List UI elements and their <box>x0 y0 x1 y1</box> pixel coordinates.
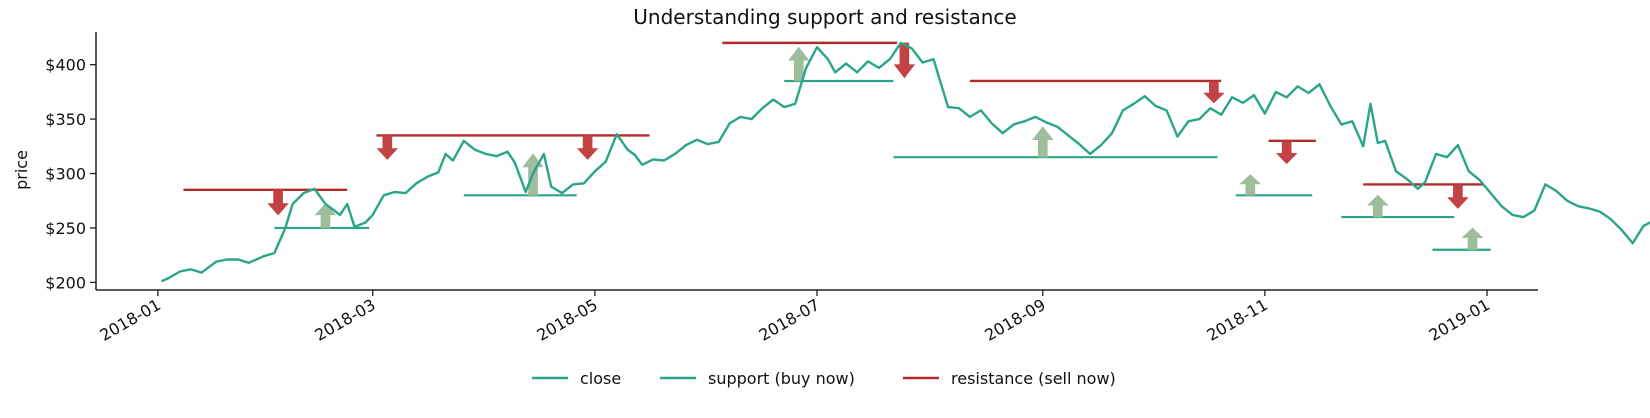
x-tick-label: 2018-03 <box>311 295 378 345</box>
legend: close support (buy now) resistance (sell n… <box>532 369 1116 388</box>
sell-arrow <box>376 135 398 160</box>
buy-arrow <box>1032 126 1054 158</box>
legend-close-label: close <box>580 369 621 388</box>
legend-support-label: support (buy now) <box>708 369 855 388</box>
y-axis-label: price <box>12 150 31 190</box>
sell-arrow <box>1203 80 1225 104</box>
x-tick-label: 2018-01 <box>97 295 164 345</box>
buy-arrow <box>788 46 810 82</box>
buy-arrow <box>1461 227 1484 250</box>
sell-arrow <box>576 135 599 160</box>
legend-resistance-label: resistance (sell now) <box>951 369 1116 388</box>
y-tick-label: $400 <box>45 56 86 75</box>
x-tick-label: 2018-07 <box>756 295 823 345</box>
buy-arrow <box>1239 174 1262 196</box>
close-series-line <box>161 41 1650 283</box>
buy-arrow <box>314 203 337 229</box>
x-tick-label: 2019-01 <box>1426 295 1493 345</box>
axes: $200 $250 $300 $350 $400 2018-01 2018-03 2018-0… <box>45 32 1538 345</box>
y-tick-label: $350 <box>45 110 86 129</box>
y-tick-label: $200 <box>45 273 86 292</box>
chart-title: Understanding support and resistance <box>633 5 1016 29</box>
y-tick-label: $300 <box>45 165 86 184</box>
y-tick-label: $250 <box>45 219 86 238</box>
buy-arrow <box>1367 194 1389 218</box>
x-tick-label: 2018-09 <box>981 295 1048 345</box>
x-tick-label: 2018-05 <box>533 295 600 345</box>
sell-arrow <box>1275 140 1298 165</box>
x-tick-label: 2018-11 <box>1203 295 1270 345</box>
sell-arrow <box>1447 184 1469 209</box>
plot-area <box>161 41 1650 283</box>
sell-arrow <box>267 189 289 216</box>
